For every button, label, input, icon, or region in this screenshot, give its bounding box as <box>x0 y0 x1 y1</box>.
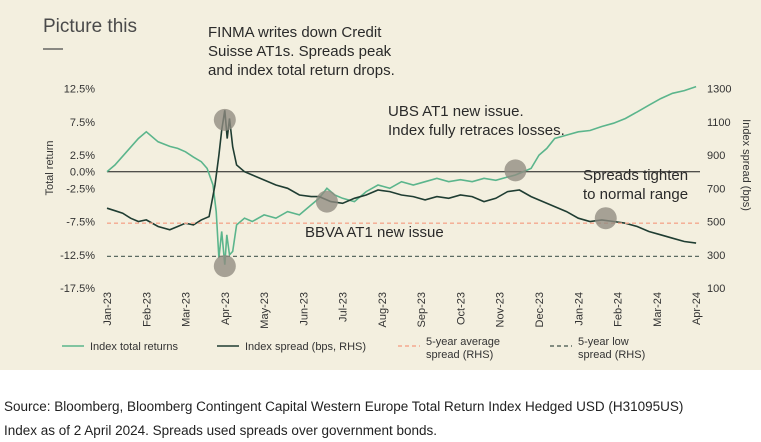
annotation-marker-2 <box>213 255 236 278</box>
x-tick-label: Oct-23 <box>455 292 467 325</box>
y2-tick-label: 500 <box>707 217 725 229</box>
source-note-line-2: Index as of 2 April 2024. Spreads used s… <box>4 423 438 438</box>
x-tick-label: Apr-23 <box>220 292 232 325</box>
y2-tick-label: 300 <box>707 250 725 262</box>
y-tick-label: -2.5% <box>66 183 95 195</box>
chart-title: Picture this <box>43 16 137 37</box>
annotation-marker-5 <box>594 207 617 230</box>
x-tick-label: Aug-23 <box>377 292 389 327</box>
y-tick-label: 0.0% <box>70 167 95 179</box>
x-tick-label: Apr-24 <box>691 292 703 325</box>
y-tick-label: 7.5% <box>70 117 95 129</box>
legend-label-1: Index total returns <box>90 341 179 353</box>
y-tick-label: -12.5% <box>60 250 95 262</box>
annotation-1-line-3: and index total return drops. <box>208 62 395 79</box>
y2-tick-label: 1300 <box>707 84 731 96</box>
annotation-3-line-2: to normal range <box>583 186 688 203</box>
annotation-marker-3 <box>315 190 338 213</box>
annotation-4-line-1: BBVA AT1 new issue <box>305 224 444 241</box>
x-tick-label: Jun-23 <box>298 292 310 326</box>
y2-tick-label: 100 <box>707 283 725 295</box>
legend-label-3: 5-year average spread (RHS) <box>426 336 500 361</box>
annotation-marker-4 <box>504 159 527 182</box>
annotation-2-line-2: Index fully retraces losses. <box>388 122 565 139</box>
y-tick-label: 2.5% <box>70 150 95 162</box>
annotation-3-line-1: Spreads tighten <box>583 167 688 184</box>
annotations: FINMA writes down Credit Suisse AT1s. Spr… <box>208 24 688 241</box>
x-tick-label: Dec-23 <box>534 292 546 327</box>
y2-tick-label: 1100 <box>707 117 731 129</box>
chart-panel: Picture this 12.5% 7.5% 2.5% 0.0% -2.5% -7.5%… <box>0 0 761 370</box>
x-tick-label: Sep-23 <box>416 292 428 327</box>
axes: 12.5% 7.5% 2.5% 0.0% -2.5% -7.5% -12.5% -17.5% 1… <box>44 84 752 329</box>
x-tick-label: Jul-23 <box>338 292 350 322</box>
x-tick-label: Mar-24 <box>652 292 664 327</box>
y-axis-label: Total return <box>44 140 56 195</box>
chart: Picture this 12.5% 7.5% 2.5% 0.0% -2.5% -7.5%… <box>43 16 752 361</box>
y-tick-label: -7.5% <box>66 217 95 229</box>
y-tick-label: 12.5% <box>64 84 95 96</box>
y2-tick-label: 900 <box>707 150 725 162</box>
series-line-2 <box>106 110 697 244</box>
x-tick-label: Jan-24 <box>573 292 585 326</box>
legend-label-2: Index spread (bps, RHS) <box>245 341 366 353</box>
plot-area <box>106 85 700 278</box>
annotation-2-line-1: UBS AT1 new issue. <box>388 103 524 120</box>
y2-tick-label: 700 <box>707 183 725 195</box>
y-tick-label: -17.5% <box>60 283 95 295</box>
legend-label-4: 5-year low spread (RHS) <box>578 336 645 361</box>
source-note-line-1: Source: Bloomberg, Bloomberg Contingent … <box>4 399 684 414</box>
annotation-marker-1 <box>213 108 236 131</box>
x-tick-label: Nov-23 <box>495 292 507 327</box>
x-tick-label: Feb-23 <box>141 292 153 327</box>
x-tick-label: May-23 <box>259 292 271 329</box>
x-tick-label: Jan-23 <box>102 292 114 326</box>
annotation-1-line-1: FINMA writes down Credit <box>208 24 382 41</box>
x-tick-label: Mar-23 <box>181 292 193 327</box>
y2-axis-label: Index spread (bps) <box>740 119 752 211</box>
x-tick-label: Feb-24 <box>613 292 625 327</box>
legend: Index total returns Index spread (bps, RH… <box>62 336 645 361</box>
annotation-1-line-2: Suisse AT1s. Spreads peak <box>208 43 392 60</box>
